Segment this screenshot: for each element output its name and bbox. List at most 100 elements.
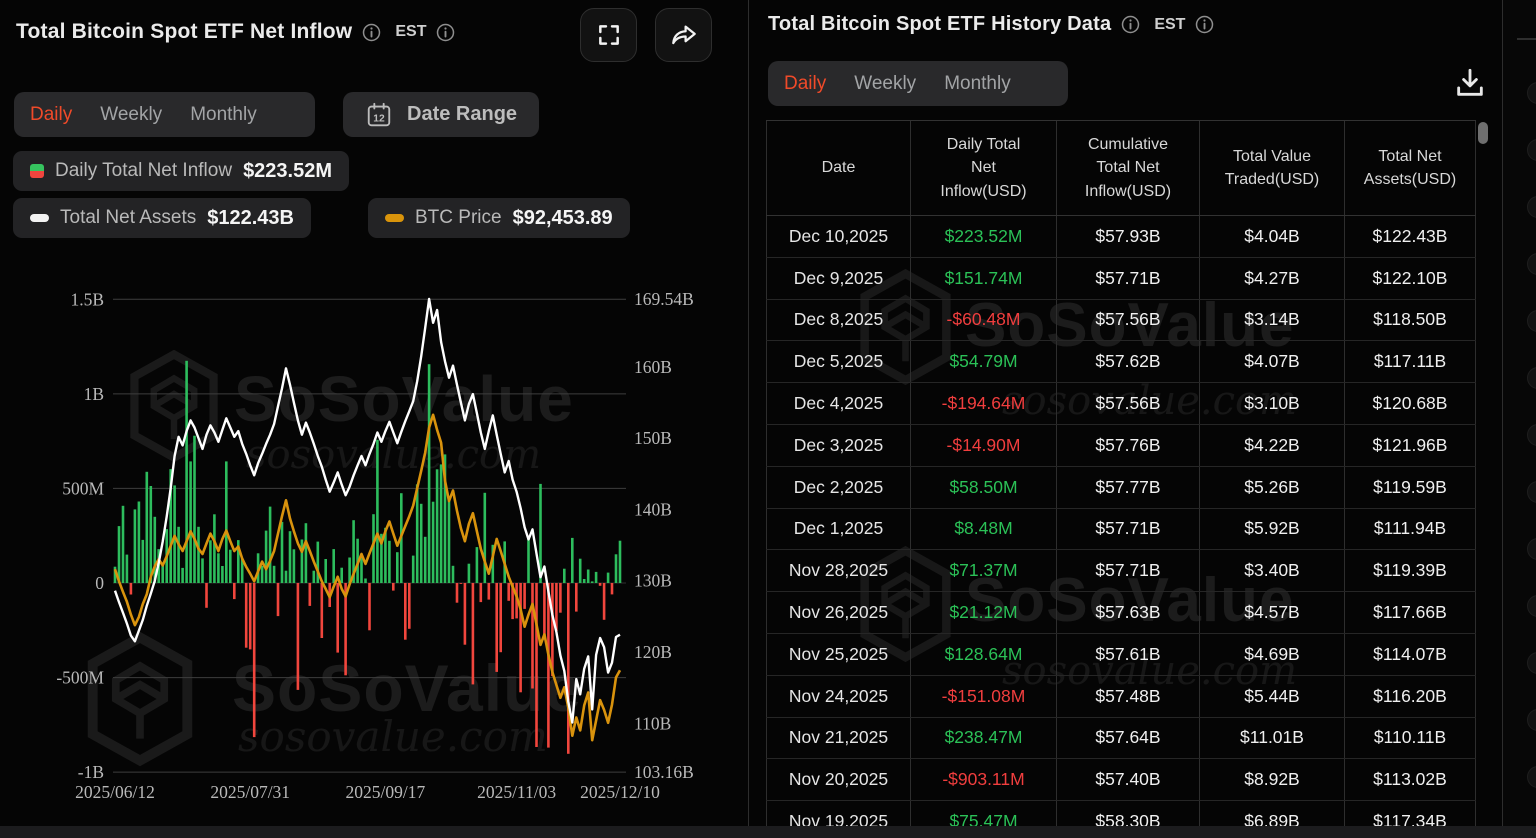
bottom-scroll-track[interactable] [0, 826, 1536, 838]
legend-label: Daily Total Net Inflow [55, 160, 233, 181]
table-row[interactable]: Dec 8,2025 -$60.48M $57.56B $3.14B $118.50B [766, 299, 1476, 342]
cumulative-inflow-cell: $57.48B [1057, 675, 1200, 717]
legend-value: $223.52M [243, 159, 333, 182]
inflow-bar [260, 565, 264, 583]
table-row[interactable]: Nov 20,2025 -$903.11M $57.40B $8.92B $113.02… [766, 759, 1476, 802]
date-cell: Nov 26,2025 [766, 592, 911, 633]
table-row[interactable]: Nov 25,2025 $128.64M $57.61B $4.69B $114.07B [766, 633, 1476, 676]
cumulative-inflow-cell: $57.61B [1057, 633, 1200, 675]
tab-weekly[interactable]: Weekly [854, 72, 917, 94]
left-axis-tick: 0 [95, 573, 104, 593]
download-button[interactable] [1453, 66, 1487, 100]
legend-daily-net-inflow[interactable]: Daily Total Net Inflow $223.52M [13, 151, 350, 191]
legend-total-net-assets[interactable]: Total Net Assets $122.43B [13, 198, 311, 238]
inflow-bar [408, 583, 411, 629]
table-row[interactable]: Dec 9,2025 $151.74M $57.71B $4.27B $122.10B [766, 257, 1476, 300]
cumulative-inflow-cell: $57.63B [1057, 592, 1200, 633]
inflow-bar [471, 583, 475, 685]
right-axis-tick: 103.16B [634, 762, 694, 782]
inflow-bar [602, 583, 606, 620]
net-assets-cell: $116.20B [1345, 675, 1476, 717]
net-assets-cell: $114.07B [1345, 633, 1476, 675]
inflow-bar [288, 531, 292, 583]
info-icon[interactable] [1121, 15, 1140, 34]
coin-logo-ghost [1527, 766, 1536, 788]
inflow-bar [125, 554, 129, 583]
inflow-bar [519, 583, 522, 693]
value-traded-cell: $3.10B [1200, 383, 1345, 424]
inflow-bar [547, 583, 550, 748]
share-button[interactable] [655, 8, 712, 62]
btc-price-line [113, 413, 622, 742]
etf-net-inflow-chart[interactable]: 1.5B 1B 500M 0 -500M -1B 169.54B 160B 150B 140B 13… [0, 255, 748, 815]
daily-inflow-cell: $21.12M [911, 592, 1057, 633]
table-row[interactable]: Dec 2,2025 $58.50M $57.77B $5.26B $119.59B [766, 466, 1476, 509]
table-row[interactable]: Dec 5,2025 $54.79M $57.62B $4.07B $117.11B [766, 341, 1476, 384]
tab-monthly[interactable]: Monthly [190, 103, 257, 125]
tab-weekly[interactable]: Weekly [100, 103, 163, 125]
coin-logo-ghost [1527, 652, 1536, 674]
inflow-bar [229, 549, 232, 583]
inflow-bar [439, 464, 443, 583]
calendar-icon: 12 [367, 102, 391, 126]
download-icon [1457, 68, 1483, 96]
inflow-bar [360, 556, 363, 583]
inflow-bar [487, 583, 491, 600]
inflow-bar [193, 435, 196, 583]
cumulative-inflow-cell: $57.40B [1057, 759, 1200, 801]
table-row[interactable]: Nov 24,2025 -$151.08M $57.48B $5.44B $116.20… [766, 675, 1476, 718]
value-traded-cell: $4.22B [1200, 424, 1345, 466]
inflow-bar [344, 583, 347, 676]
right-axis-tick: 120B [634, 642, 672, 662]
right-axis-tick: 169.54B [634, 289, 694, 309]
table-row[interactable]: Dec 3,2025 -$14.90M $57.76B $4.22B $121.96B [766, 424, 1476, 467]
inflow-bar [145, 471, 149, 583]
daily-inflow-cell: $54.79M [911, 341, 1057, 383]
date-range-button[interactable]: 12 Date Range [343, 92, 540, 137]
net-assets-cell: $119.59B [1345, 466, 1476, 508]
table-scrollbar[interactable] [1478, 122, 1488, 144]
daily-inflow-cell: -$194.64M [911, 383, 1057, 424]
table-row[interactable]: Nov 21,2025 $238.47M $57.64B $11.01B $110.11… [766, 717, 1476, 760]
cumulative-inflow-cell: $57.62B [1057, 341, 1200, 383]
table-row[interactable]: Dec 10,2025 $223.52M $57.93B $4.04B $122.43B [766, 216, 1476, 258]
value-traded-cell: $4.07B [1200, 341, 1345, 383]
right-axis-tick: 150B [634, 428, 672, 448]
inflow-bar [431, 501, 435, 583]
inflow-bar [308, 583, 312, 606]
inflow-bar [320, 583, 324, 638]
inflow-bar [304, 523, 308, 583]
column-header: Date [766, 121, 911, 215]
daily-inflow-cell: -$903.11M [911, 759, 1057, 801]
net-assets-cell: $110.11B [1345, 717, 1476, 759]
tab-daily[interactable]: Daily [784, 72, 827, 94]
table-row[interactable]: Nov 19,2025 $75.47M $58.30B $6.89B $117.34B [766, 801, 1476, 826]
table-row[interactable]: Dec 1,2025 $8.48M $57.71B $5.92B $111.94B [766, 508, 1476, 551]
daily-inflow-cell: $238.47M [911, 717, 1057, 759]
right-axis-tick: 140B [634, 499, 672, 519]
inflow-bar [594, 571, 598, 583]
fullscreen-button[interactable] [580, 8, 637, 62]
inflow-bar [201, 558, 204, 583]
cumulative-inflow-cell: $57.56B [1057, 383, 1200, 424]
table-row[interactable]: Nov 28,2025 $71.37M $57.71B $3.40B $119.39B [766, 550, 1476, 593]
coin-logo-ghost [1527, 424, 1536, 446]
x-axis-tick: 2025/09/17 [346, 782, 426, 802]
table-row[interactable]: Dec 4,2025 -$194.64M $57.56B $3.10B $120.68B [766, 383, 1476, 425]
date-cell: Nov 21,2025 [766, 717, 911, 759]
legend-btc-price[interactable]: BTC Price $92,453.89 [368, 198, 630, 238]
tab-monthly[interactable]: Monthly [944, 72, 1011, 94]
date-range-label: Date Range [407, 103, 518, 125]
table-title: Total Bitcoin Spot ETF History Data [768, 13, 1112, 35]
tab-daily[interactable]: Daily [30, 103, 73, 125]
info-icon[interactable] [1195, 15, 1214, 34]
info-icon[interactable] [436, 23, 455, 42]
inflow-bar [248, 583, 252, 650]
inflow-bar [205, 583, 208, 608]
inflow-bar [427, 364, 431, 583]
table-row[interactable]: Nov 26,2025 $21.12M $57.63B $4.57B $117.66B [766, 592, 1476, 634]
info-icon[interactable] [362, 23, 381, 42]
daily-inflow-cell: $151.74M [911, 257, 1057, 299]
value-traded-cell: $3.40B [1200, 550, 1345, 592]
inflow-bar [467, 563, 471, 583]
